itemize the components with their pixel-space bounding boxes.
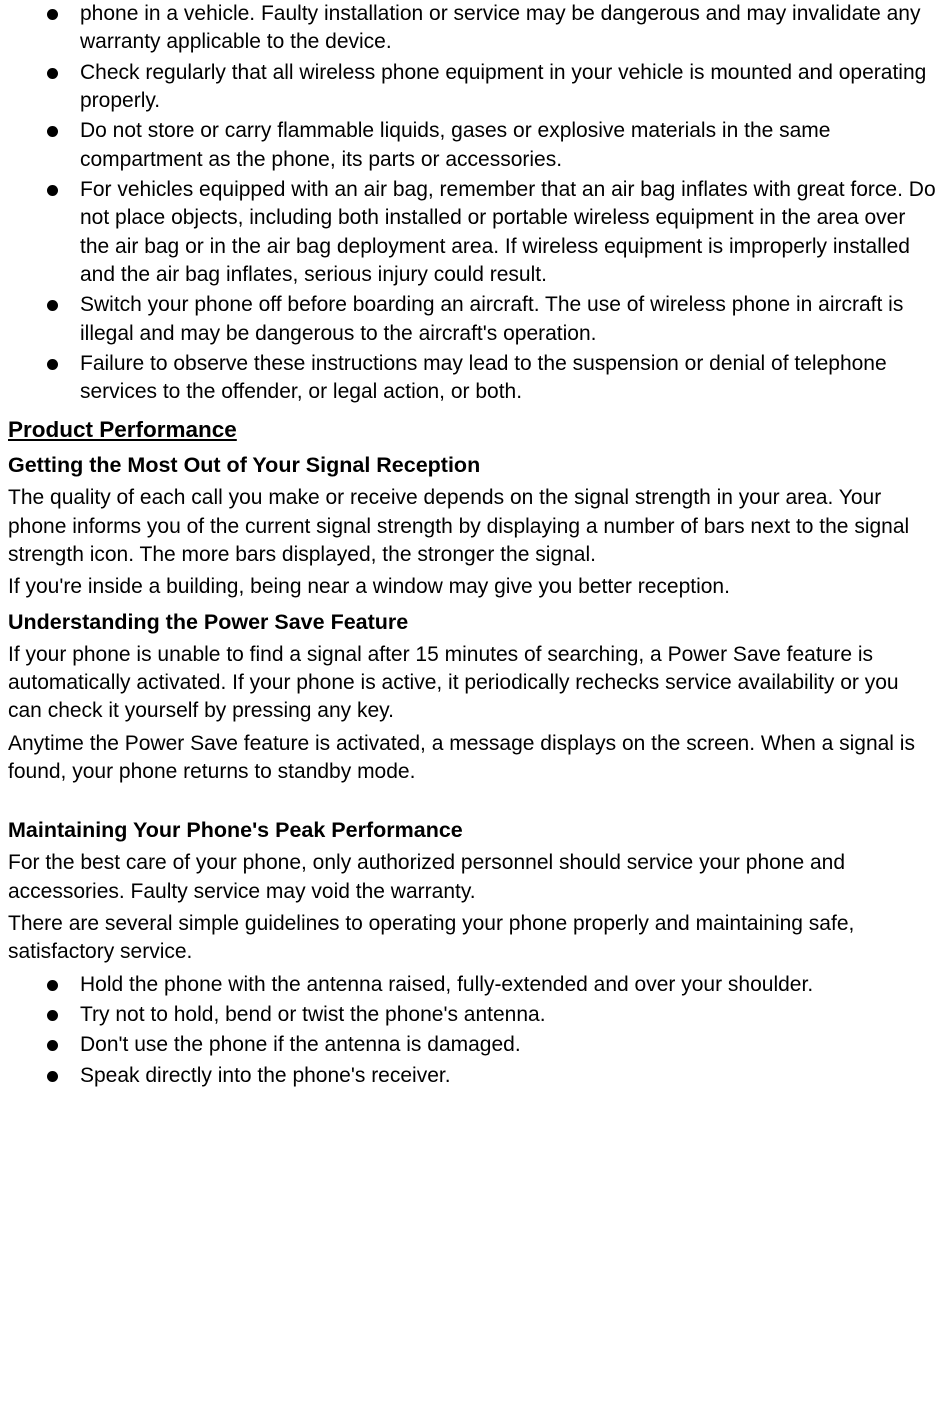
list-item: Do not store or carry flammable liquids,… bbox=[8, 117, 938, 174]
body-paragraph: If you're inside a building, being near … bbox=[8, 573, 938, 601]
bullet-text: Try not to hold, bend or twist the phone… bbox=[80, 1003, 546, 1026]
spacer bbox=[8, 790, 938, 810]
list-item: Try not to hold, bend or twist the phone… bbox=[8, 1001, 938, 1029]
bullet-text: For vehicles equipped with an air bag, r… bbox=[80, 178, 936, 286]
body-paragraph: The quality of each call you make or rec… bbox=[8, 484, 938, 569]
list-item: Don't use the phone if the antenna is da… bbox=[8, 1031, 938, 1059]
body-paragraph: For the best care of your phone, only au… bbox=[8, 849, 938, 906]
body-paragraph: Anytime the Power Save feature is activa… bbox=[8, 730, 938, 787]
bullet-text: Failure to observe these instructions ma… bbox=[80, 352, 887, 403]
bullet-text: Switch your phone off before boarding an… bbox=[80, 293, 903, 344]
bullet-text: Do not store or carry flammable liquids,… bbox=[80, 119, 830, 170]
bullet-text: Speak directly into the phone's receiver… bbox=[80, 1064, 451, 1087]
body-paragraph: If your phone is unable to find a signal… bbox=[8, 641, 938, 726]
bullet-text: Check regularly that all wireless phone … bbox=[80, 61, 926, 112]
subheading-maintaining-performance: Maintaining Your Phone's Peak Performanc… bbox=[8, 816, 938, 845]
bullet-text: Hold the phone with the antenna raised, … bbox=[80, 973, 813, 996]
bullet-text: Don't use the phone if the antenna is da… bbox=[80, 1033, 521, 1056]
list-item: Hold the phone with the antenna raised, … bbox=[8, 971, 938, 999]
subheading-signal-reception: Getting the Most Out of Your Signal Rece… bbox=[8, 451, 938, 480]
list-item: Failure to observe these instructions ma… bbox=[8, 350, 938, 407]
list-item: Check regularly that all wireless phone … bbox=[8, 59, 938, 116]
top-bullet-list: phone in a vehicle. Faulty installation … bbox=[8, 0, 938, 407]
section-heading-product-performance: Product Performance bbox=[8, 415, 938, 445]
list-item: For vehicles equipped with an air bag, r… bbox=[8, 176, 938, 289]
bullet-text: phone in a vehicle. Faulty installation … bbox=[80, 2, 920, 53]
body-paragraph: There are several simple guidelines to o… bbox=[8, 910, 938, 967]
subheading-power-save: Understanding the Power Save Feature bbox=[8, 608, 938, 637]
list-item: Switch your phone off before boarding an… bbox=[8, 291, 938, 348]
list-item: phone in a vehicle. Faulty installation … bbox=[8, 0, 938, 57]
list-item: Speak directly into the phone's receiver… bbox=[8, 1062, 938, 1090]
maintaining-bullet-list: Hold the phone with the antenna raised, … bbox=[8, 971, 938, 1090]
